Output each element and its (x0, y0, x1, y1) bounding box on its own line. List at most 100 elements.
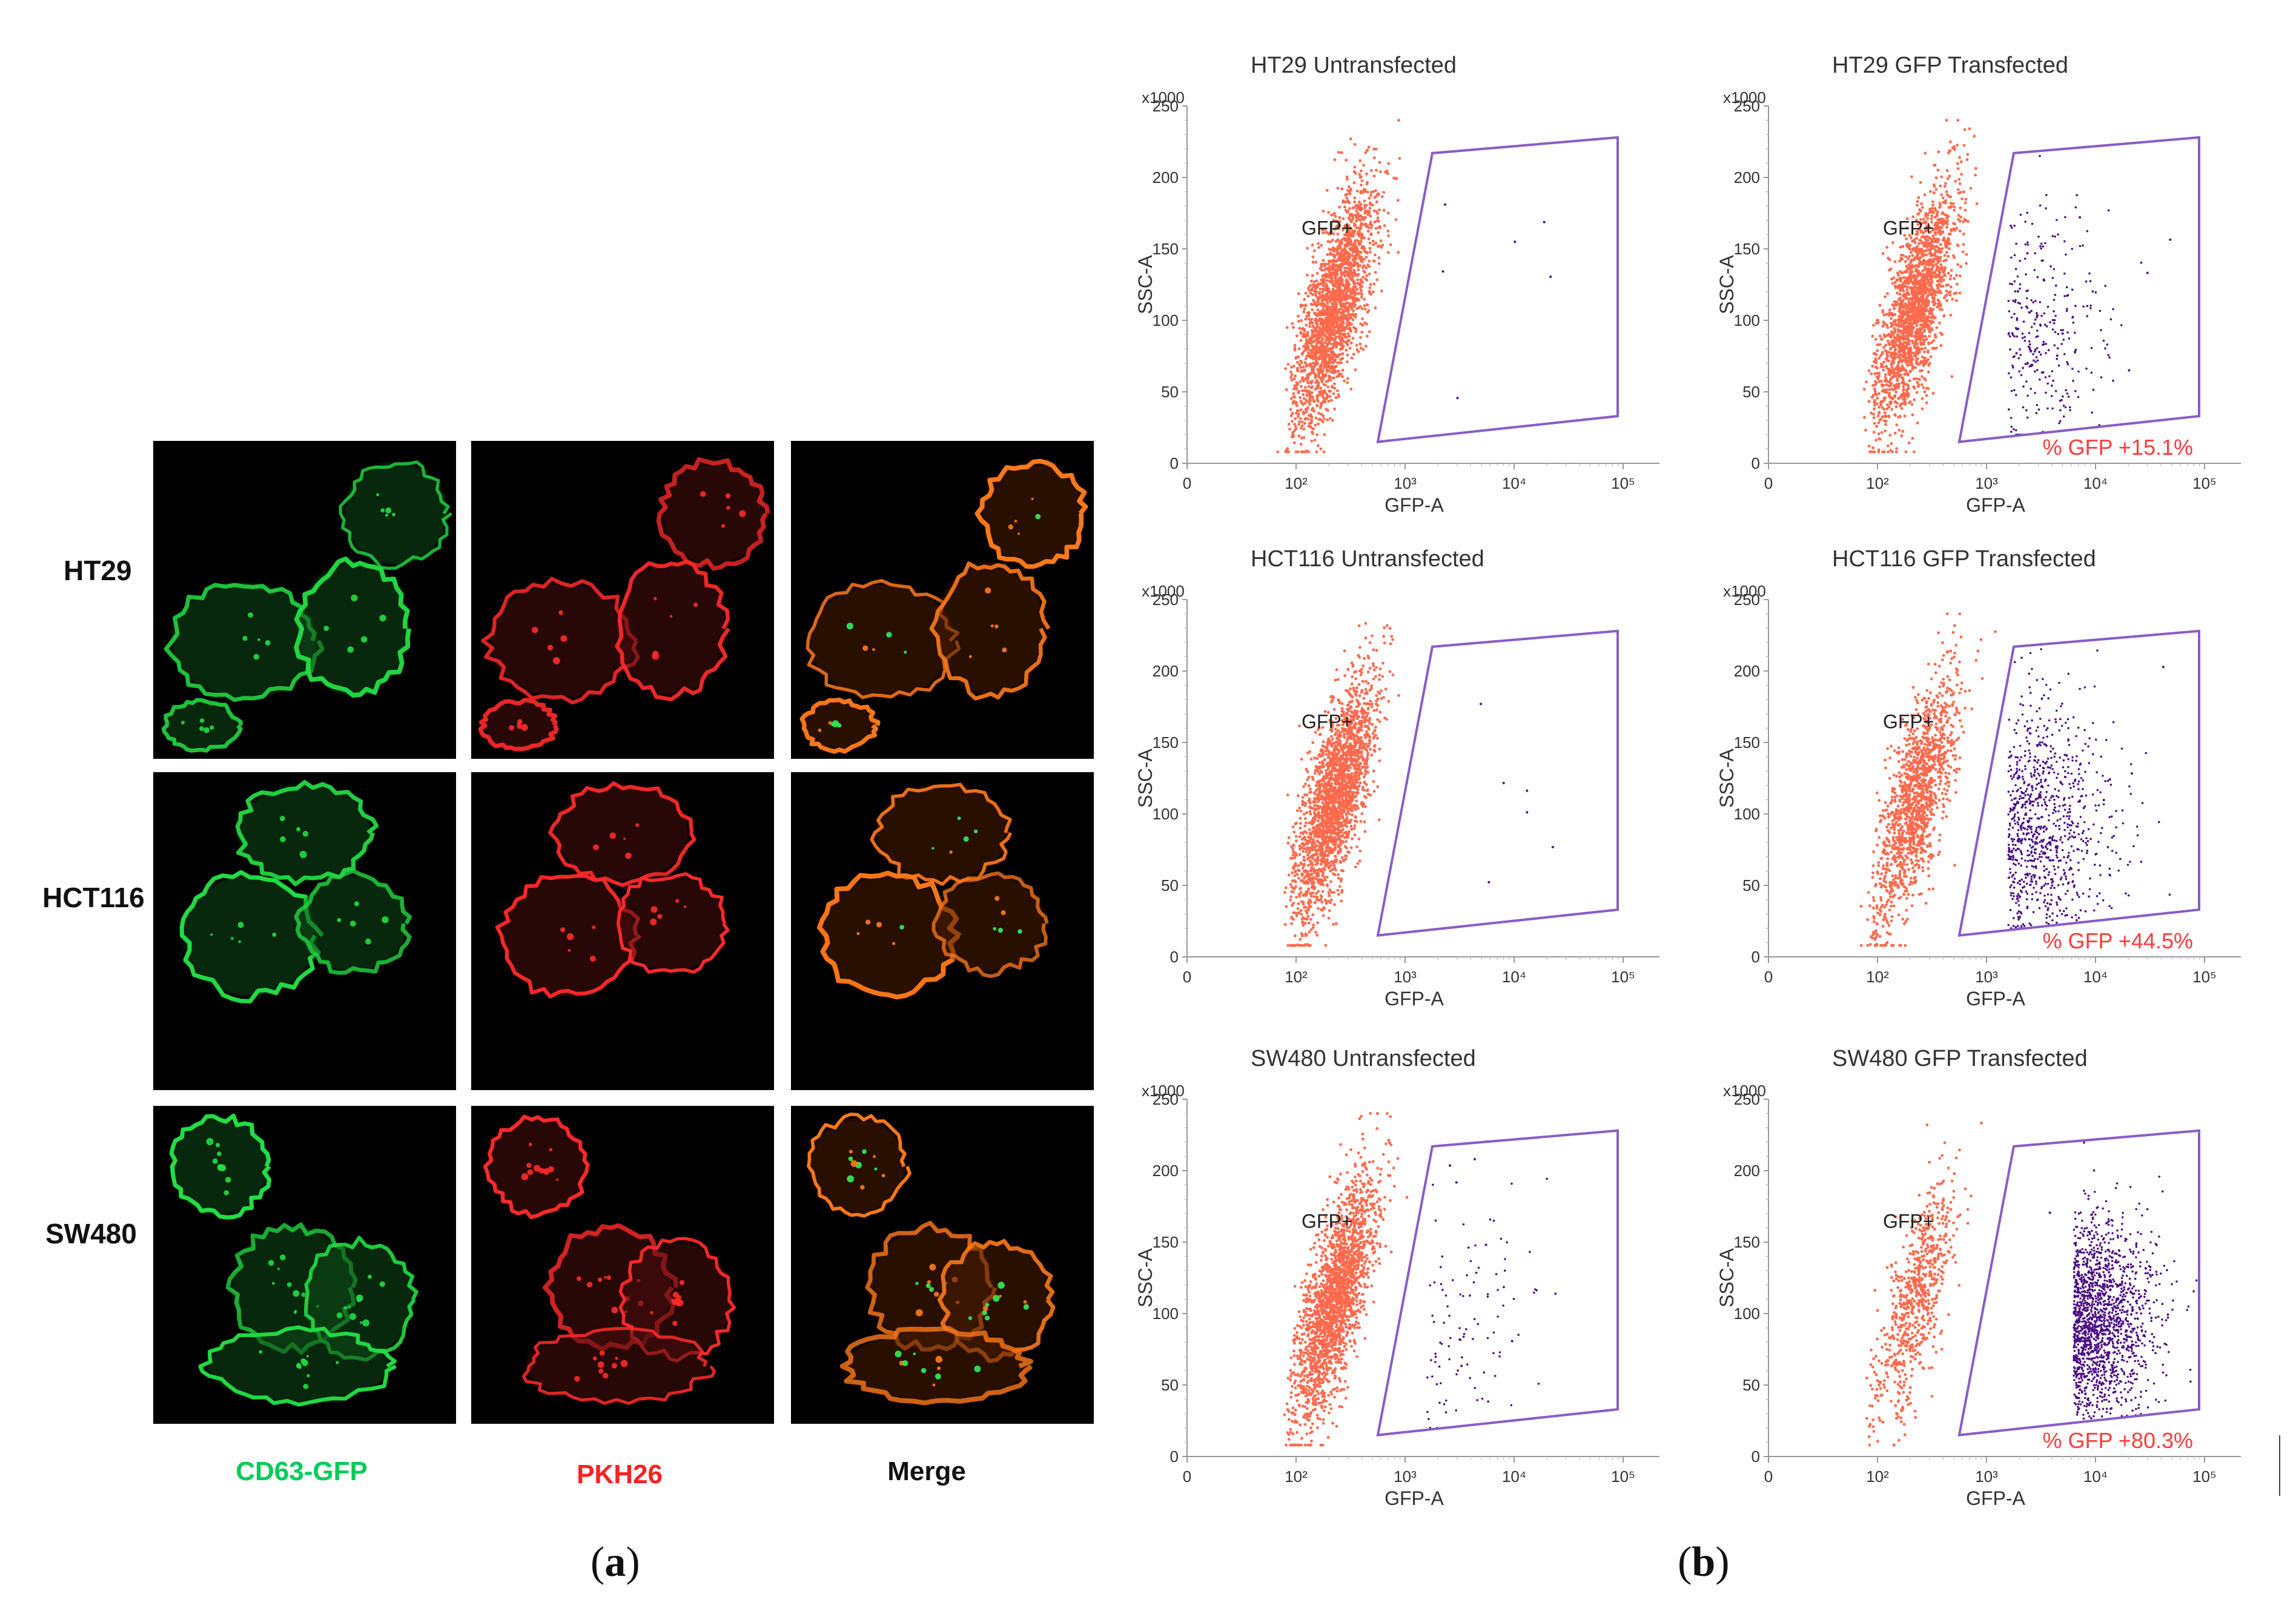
x-tick-label: 10⁵ (2192, 1467, 2217, 1486)
y-tick-label: 200 (1153, 1162, 1179, 1180)
x-tick-label: 10³ (1394, 1467, 1417, 1486)
row-label-sw480: SW480 (45, 1218, 137, 1249)
y-tick-label: 50 (1161, 876, 1179, 894)
x-tick-label: 0 (1183, 1467, 1191, 1486)
x-tick-label: 0 (1764, 1467, 1773, 1486)
gate-label: GFP+ (1302, 710, 1352, 732)
x-tick-label: 10⁴ (1502, 968, 1526, 986)
x-tick-label: 10² (1285, 1467, 1308, 1486)
micrograph-sw480-merge (791, 1106, 1094, 1424)
y-tick-label: 100 (1734, 805, 1760, 823)
y-tick-label: 250 (1153, 97, 1179, 115)
micrograph-ht29-merge (791, 441, 1094, 759)
divider-line (2279, 1435, 2280, 1496)
y-tick-label: 100 (1153, 311, 1179, 329)
y-tick-label: 0 (1752, 948, 1760, 966)
gate-label: GFP+ (1302, 217, 1352, 239)
y-axis-label: SSC-A (1134, 748, 1156, 807)
x-tick-label: 10² (1866, 474, 1889, 492)
y-tick-label: 100 (1734, 311, 1760, 329)
percent-gfp-label: % GFP +15.1% (2043, 435, 2193, 460)
x-axis-label: GFP-A (1385, 1487, 1444, 1509)
gfp-gate (1957, 629, 2200, 937)
flow-plot-hct116-gfp-transfected: HCT116 GFP Transfected x1000 0 50 100 150 200 2… (1690, 542, 2271, 1027)
y-axis-label: SSC-A (1134, 1248, 1156, 1307)
x-tick-label: 0 (1764, 968, 1773, 986)
y-tick-label: 250 (1734, 97, 1760, 115)
x-tick-label: 10⁵ (1611, 1467, 1635, 1486)
y-tick-label: 150 (1734, 1233, 1760, 1251)
micrograph-hct116-merge (791, 772, 1094, 1090)
scatter-points (1859, 612, 2171, 947)
y-tick-label: 200 (1153, 662, 1179, 680)
gate-label: GFP+ (1302, 1210, 1352, 1232)
y-tick-label: 0 (1752, 1447, 1760, 1466)
row-label-ht29: HT29 (64, 555, 132, 586)
x-tick-label: 10² (1866, 1467, 1889, 1486)
y-tick-label: 50 (1161, 1376, 1179, 1394)
scatter-points (1283, 1112, 1557, 1447)
micrograph-ht29-cd63-gfp (153, 441, 456, 759)
y-tick-label: 0 (1170, 454, 1179, 472)
y-multiplier: x1000 (1723, 1082, 1766, 1100)
flow-plot-sw480-gfp-transfected: SW480 GFP Transfected x1000 0 50 100 150 200 25… (1690, 1042, 2271, 1526)
y-tick-label: 50 (1742, 876, 1760, 894)
flow-plot-ht29-untransfected: HT29 Untransfected x1000 0 50 100 150 200 250 0 1… (1108, 48, 1690, 533)
gfp-gate (1957, 136, 2200, 443)
y-tick-label: 250 (1153, 590, 1179, 609)
y-multiplier: x1000 (1142, 582, 1185, 600)
col-label-cd63-gfp: CD63-GFP (236, 1457, 368, 1486)
x-tick-label: 10⁴ (2083, 1467, 2108, 1486)
micrograph-ht29-pkh26 (471, 441, 774, 759)
percent-gfp-label: % GFP +44.5% (2043, 928, 2193, 953)
y-tick-label: 150 (1734, 733, 1760, 752)
y-multiplier: x1000 (1142, 1082, 1185, 1100)
scatter-points (1862, 119, 2172, 454)
y-tick-label: 250 (1153, 1090, 1179, 1108)
y-multiplier: x1000 (1723, 88, 1766, 107)
micrograph-hct116-pkh26 (471, 772, 774, 1090)
y-tick-label: 0 (1170, 948, 1179, 966)
y-tick-label: 100 (1734, 1305, 1760, 1323)
micrograph-sw480-pkh26 (471, 1106, 774, 1424)
x-axis-label: GFP-A (1966, 494, 2025, 516)
y-tick-label: 50 (1742, 383, 1760, 401)
flow-plot-sw480-untransfected: SW480 Untransfected x1000 0 50 100 150 200 250 0… (1108, 1042, 1690, 1526)
x-tick-label: 10⁵ (1611, 968, 1635, 986)
col-label-merge: Merge (887, 1457, 966, 1486)
x-tick-label: 10³ (1394, 474, 1417, 492)
x-axis-label: GFP-A (1385, 988, 1444, 1010)
micrograph-sw480-cd63-gfp (153, 1106, 456, 1424)
panel-label-b: (b) (1678, 1539, 1730, 1586)
micrograph-hct116-cd63-gfp (153, 772, 456, 1090)
x-tick-label: 10³ (1975, 1467, 1998, 1486)
y-tick-label: 200 (1153, 168, 1179, 187)
y-tick-label: 200 (1734, 662, 1760, 680)
plot-title: HCT116 Untransfected (1251, 546, 1484, 572)
x-axis-label: GFP-A (1385, 494, 1444, 516)
y-tick-label: 100 (1153, 1305, 1179, 1323)
plot-title: HT29 Untransfected (1251, 53, 1457, 78)
gfp-gate (1376, 1129, 1619, 1437)
x-tick-label: 10² (1285, 474, 1308, 492)
x-tick-label: 10⁵ (1611, 474, 1635, 492)
x-tick-label: 10⁵ (2192, 474, 2217, 492)
y-tick-label: 250 (1734, 590, 1760, 609)
y-axis-label: SSC-A (1716, 254, 1738, 314)
y-tick-label: 200 (1734, 168, 1760, 187)
y-axis-label: SSC-A (1716, 1248, 1738, 1307)
y-axis-label: SSC-A (1716, 748, 1738, 807)
x-tick-label: 10⁵ (2192, 968, 2217, 986)
plot-title: SW480 Untransfected (1251, 1046, 1476, 1071)
y-tick-label: 50 (1161, 383, 1179, 401)
y-tick-label: 150 (1153, 1233, 1179, 1251)
col-label-pkh26: PKH26 (577, 1460, 663, 1489)
x-tick-label: 10³ (1394, 968, 1417, 986)
flow-plot-ht29-gfp-transfected: HT29 GFP Transfected x1000 0 50 100 150 200 250… (1690, 48, 2271, 533)
scatter-points (1283, 622, 1554, 947)
gate-label: GFP+ (1883, 710, 1934, 732)
x-tick-label: 10² (1866, 968, 1889, 986)
y-axis-label: SSC-A (1134, 254, 1156, 314)
x-tick-label: 0 (1183, 968, 1191, 986)
